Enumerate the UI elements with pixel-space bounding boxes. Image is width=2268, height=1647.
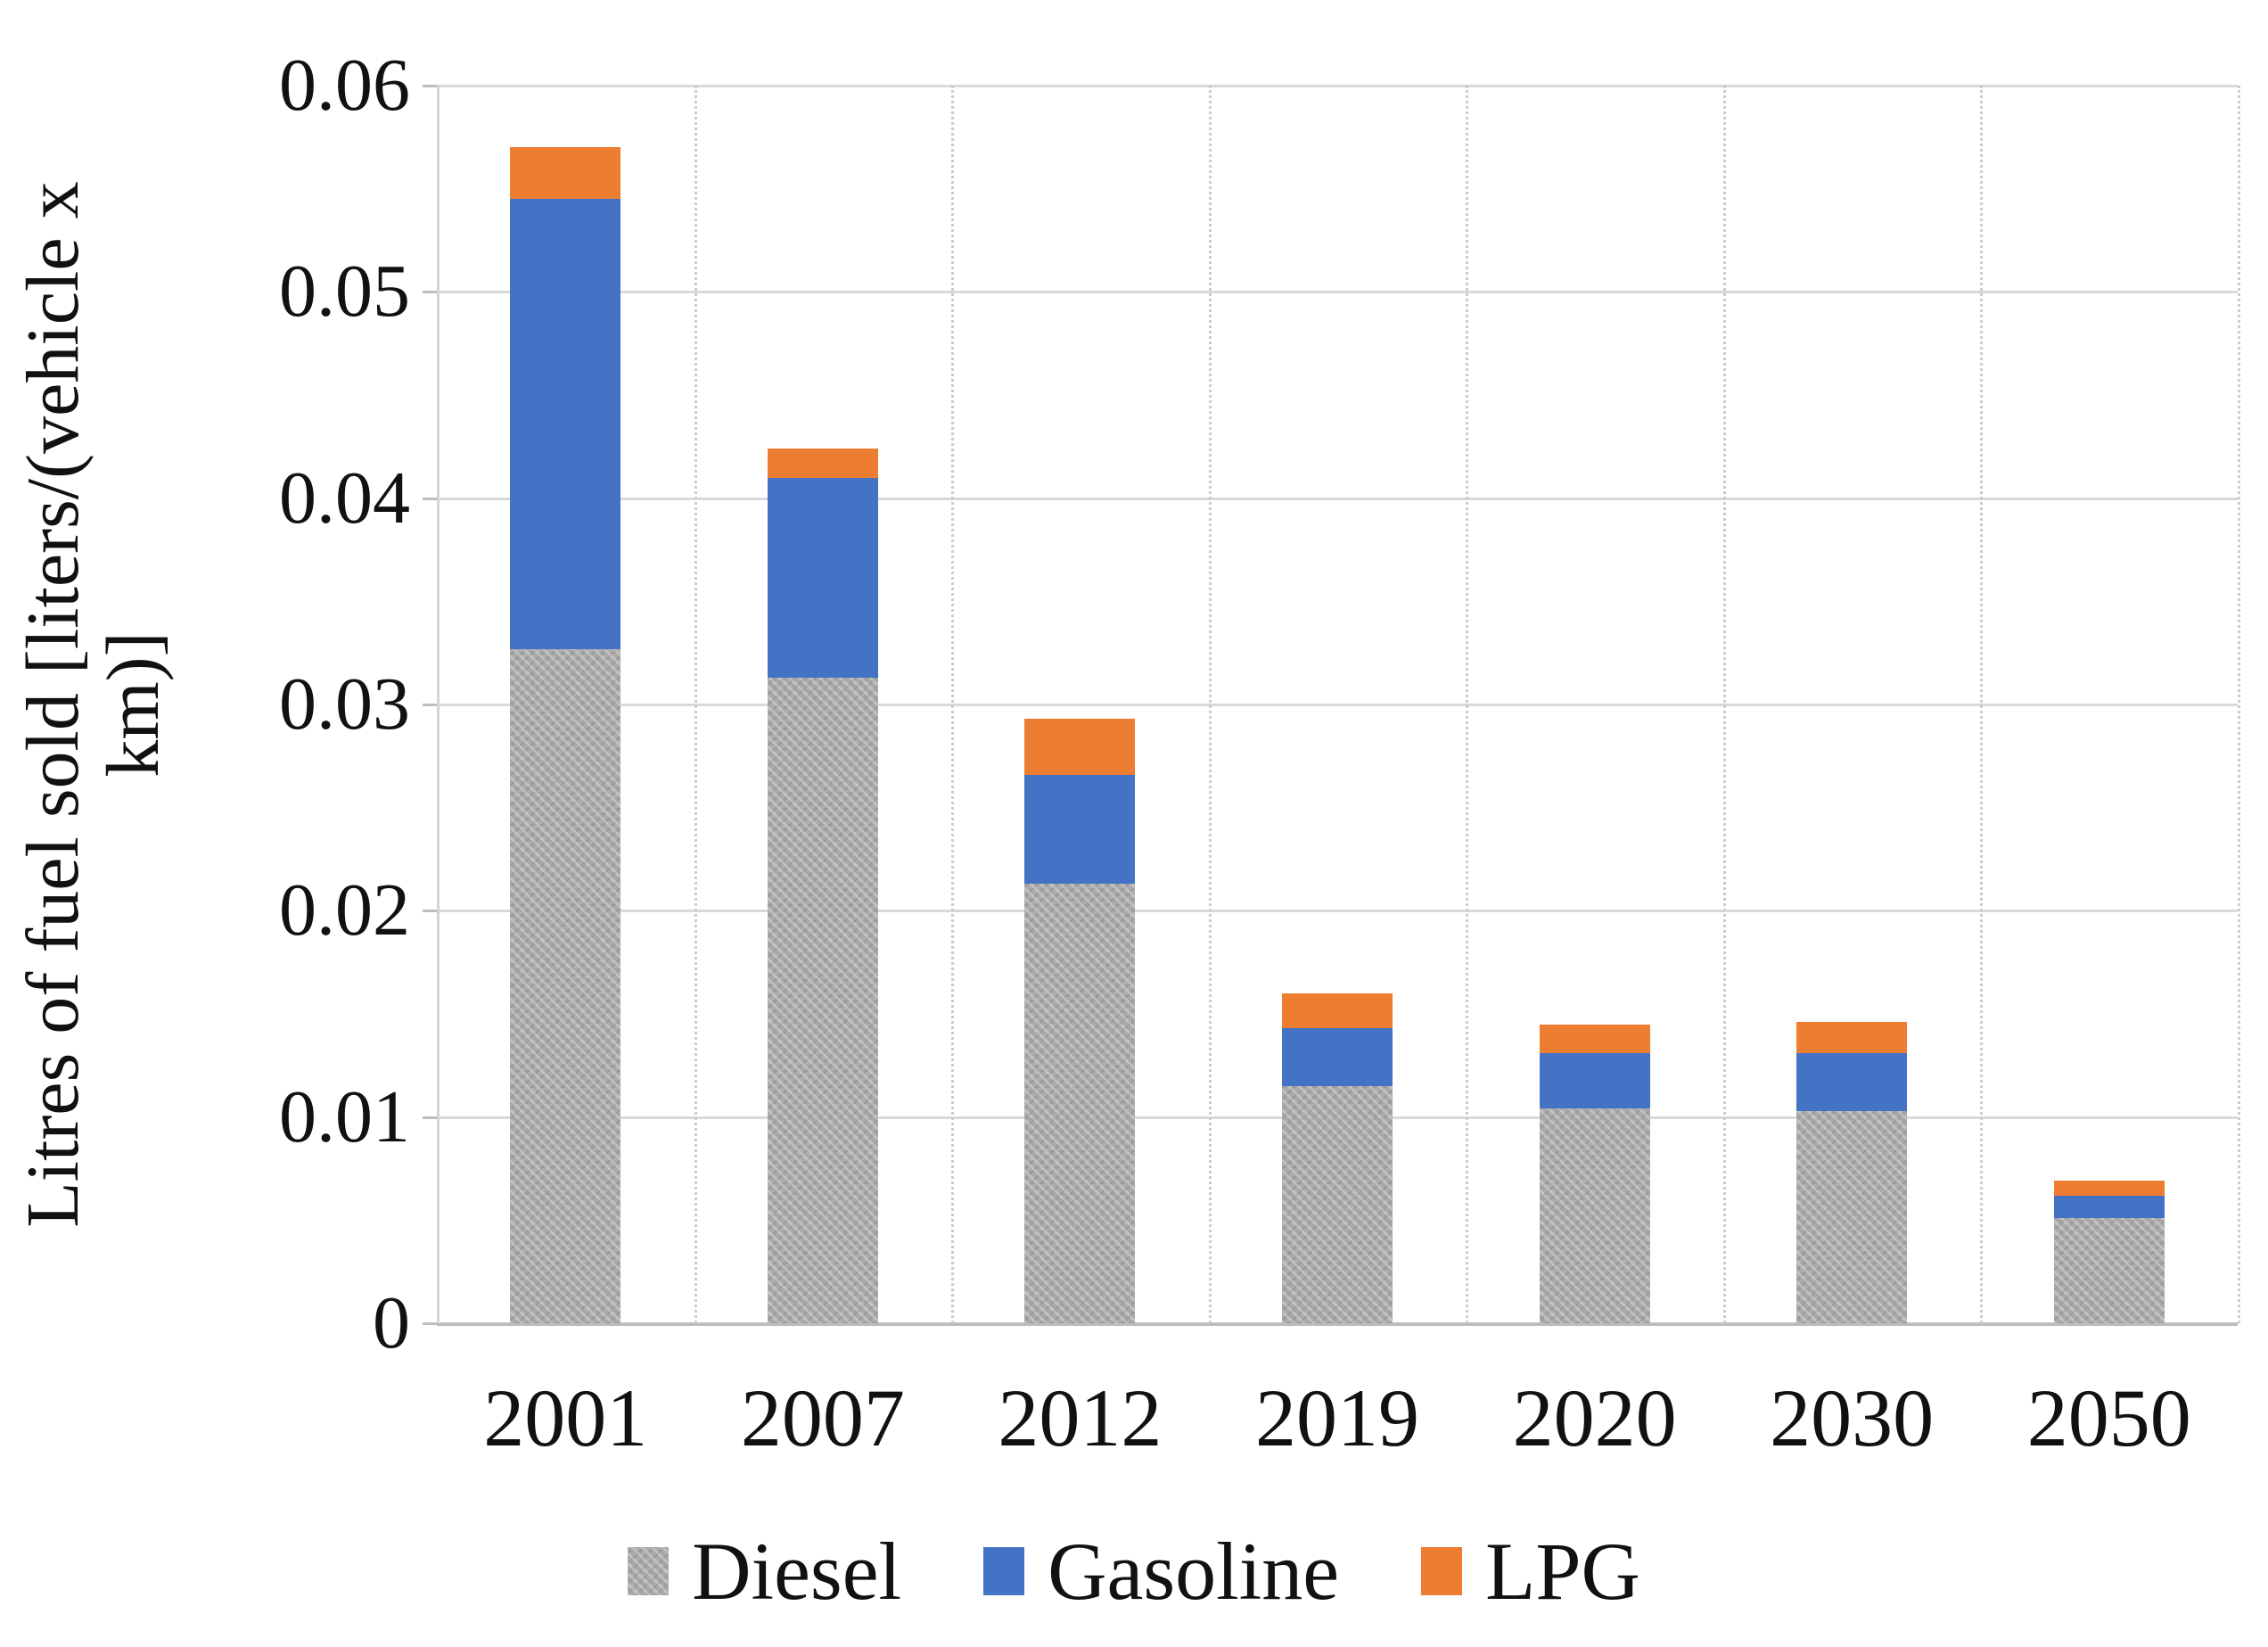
y-tick-label: 0.06 [279, 44, 410, 127]
legend-label-gasoline: Gasoline [1048, 1526, 1340, 1617]
y-tick-label: 0.04 [279, 456, 410, 539]
y-tick-label: 0 [373, 1281, 410, 1364]
x-axis-label-2019: 2019 [1255, 1372, 1419, 1463]
bar-segment-diesel-2012 [1024, 884, 1135, 1323]
bar-segment-diesel-2001 [510, 648, 620, 1323]
bar-segment-lpg-2007 [768, 449, 878, 478]
gridline-x [1466, 86, 1468, 1323]
y-tick-mark [423, 910, 437, 913]
bar-segment-lpg-2001 [510, 147, 620, 200]
x-axis-label-2030: 2030 [1770, 1372, 1935, 1463]
y-tick-mark [423, 1322, 437, 1325]
legend-swatch-lpg [1421, 1547, 1463, 1595]
bar-segment-gasoline-2012 [1024, 774, 1135, 885]
y-axis-line [437, 86, 440, 1323]
bar-segment-gasoline-2007 [768, 477, 878, 678]
y-tick-mark [423, 1116, 437, 1119]
y-axis-title-line1: Litres of fuel sold [liters/(vehicle x [12, 181, 94, 1228]
x-axis-line [437, 1322, 2238, 1326]
y-tick-label: 0.02 [279, 869, 410, 952]
y-tick-mark [423, 291, 437, 294]
gridline-x [951, 86, 954, 1323]
bar-segment-lpg-2012 [1024, 719, 1135, 775]
gridline-x [1209, 86, 1212, 1323]
bar-segment-lpg-2050 [2054, 1181, 2165, 1196]
bar-segment-gasoline-2050 [2054, 1195, 2165, 1218]
x-axis-label-2050: 2050 [2026, 1372, 2191, 1463]
plot-area [437, 85, 2240, 1326]
legend-item-gasoline: Gasoline [983, 1527, 1339, 1616]
y-axis-title-line2: km)] [92, 631, 175, 778]
gridline-x [1980, 86, 1983, 1323]
legend-item-diesel: Diesel [628, 1527, 901, 1616]
bar-segment-gasoline-2020 [1540, 1052, 1650, 1109]
bar-segment-diesel-2020 [1540, 1108, 1650, 1323]
bar-segment-gasoline-2001 [510, 199, 620, 649]
y-axis-title: Litres of fuel sold [liters/(vehicle x k… [12, 27, 175, 1382]
legend-swatch-diesel [628, 1547, 670, 1595]
bar-segment-diesel-2030 [1796, 1110, 1907, 1323]
gridline-x [694, 86, 697, 1323]
bar-segment-lpg-2019 [1282, 992, 1393, 1029]
bar-segment-diesel-2007 [768, 677, 878, 1323]
bar-segment-diesel-2050 [2054, 1218, 2165, 1323]
x-axis-label-2007: 2007 [740, 1372, 905, 1463]
y-tick-label: 0.05 [279, 250, 410, 334]
bar-segment-lpg-2030 [1796, 1022, 1907, 1053]
gridline-y [437, 497, 2238, 500]
gridline-y [437, 704, 2238, 706]
legend-swatch-gasoline [983, 1547, 1025, 1595]
bar-segment-diesel-2019 [1282, 1085, 1393, 1323]
legend: Diesel Gasoline LPG [0, 1527, 2268, 1616]
gridline-y [437, 910, 2238, 913]
bar-segment-gasoline-2019 [1282, 1028, 1393, 1086]
y-tick-mark [423, 704, 437, 706]
legend-item-lpg: LPG [1421, 1527, 1640, 1616]
y-tick-label: 0.03 [279, 663, 410, 745]
legend-label-diesel: Diesel [692, 1526, 902, 1617]
legend-label-lpg: LPG [1485, 1526, 1640, 1617]
y-tick-mark [423, 85, 437, 87]
x-axis-label-2020: 2020 [1512, 1372, 1677, 1463]
bar-segment-lpg-2020 [1540, 1024, 1650, 1053]
gridline-y [437, 85, 2238, 87]
bar-segment-gasoline-2030 [1796, 1052, 1907, 1111]
x-axis-label-2012: 2012 [998, 1372, 1163, 1463]
gridline-x [1723, 86, 1726, 1323]
gridline-x [2238, 86, 2240, 1323]
x-axis-label-2001: 2001 [483, 1372, 648, 1463]
gridline-y [437, 291, 2238, 294]
y-tick-mark [423, 497, 437, 500]
y-tick-label: 0.01 [279, 1075, 410, 1158]
